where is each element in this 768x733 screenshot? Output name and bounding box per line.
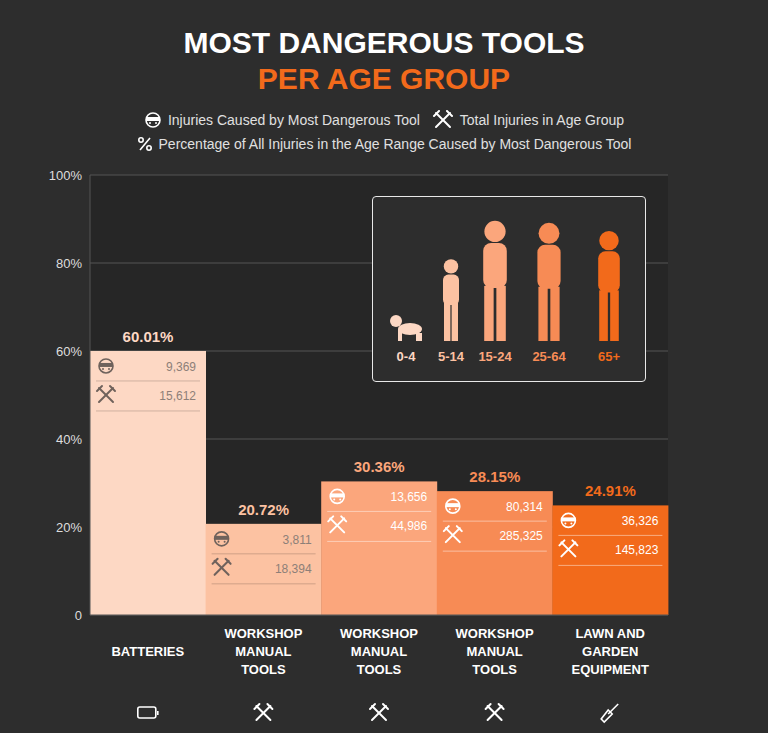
svg-text:20%: 20%: [56, 520, 82, 535]
svg-text:MANUAL: MANUAL: [351, 644, 407, 659]
svg-text:GARDEN: GARDEN: [582, 644, 638, 659]
svg-text:30.36%: 30.36%: [354, 458, 405, 475]
svg-text:285,325: 285,325: [499, 529, 543, 543]
svg-text:145,823: 145,823: [615, 543, 659, 557]
svg-text:9,369: 9,369: [166, 360, 196, 374]
svg-text:3,811: 3,811: [282, 533, 311, 547]
svg-text:TOOLS: TOOLS: [357, 662, 402, 677]
svg-text:0: 0: [75, 608, 82, 623]
html-text:MOST DANGEROUS TOOLS: MOST DANGEROUS TOOLS: [183, 26, 585, 59]
svg-text:BATTERIES: BATTERIES: [111, 644, 184, 659]
html-text:Percentage of All Injuries in: Percentage of All Injuries in the Age Ra…: [158, 136, 632, 152]
svg-text:WORKSHOP: WORKSHOP: [456, 626, 534, 641]
svg-text:15,612: 15,612: [159, 389, 196, 403]
svg-text:40%: 40%: [56, 432, 82, 447]
html-text:PER AGE GROUP: PER AGE GROUP: [257, 62, 511, 95]
svg-text:15-24: 15-24: [478, 349, 512, 364]
svg-text:24.91%: 24.91%: [585, 482, 636, 499]
html-text:Injuries Caused by Most Danger: Injuries Caused by Most Dangerous Tool: [167, 112, 420, 128]
svg-text:20.72%: 20.72%: [238, 501, 289, 518]
svg-text:MANUAL: MANUAL: [466, 644, 522, 659]
svg-text:WORKSHOP: WORKSHOP: [224, 626, 302, 641]
svg-text:80,314: 80,314: [506, 500, 543, 514]
svg-text:60%: 60%: [56, 344, 82, 359]
svg-text:65+: 65+: [598, 349, 620, 364]
svg-text:WORKSHOP: WORKSHOP: [340, 626, 418, 641]
svg-text:TOOLS: TOOLS: [472, 662, 517, 677]
svg-text:25-64: 25-64: [532, 349, 566, 364]
svg-text:18,394: 18,394: [275, 562, 312, 576]
svg-text:13,656: 13,656: [390, 490, 427, 504]
svg-text:EQUIPMENT: EQUIPMENT: [572, 662, 649, 677]
svg-text:44,986: 44,986: [390, 519, 427, 533]
svg-text:60.01%: 60.01%: [123, 328, 174, 345]
svg-text:0-4: 0-4: [397, 349, 417, 364]
svg-text:28.15%: 28.15%: [469, 468, 520, 485]
svg-text:LAWN AND: LAWN AND: [575, 626, 645, 641]
svg-text:TOOLS: TOOLS: [241, 662, 286, 677]
html-text:Total Injuries in Age Group: Total Injuries in Age Group: [459, 112, 624, 128]
svg-text:100%: 100%: [49, 168, 83, 183]
svg-text:36,326: 36,326: [622, 514, 659, 528]
svg-text:80%: 80%: [56, 256, 82, 271]
svg-text:MANUAL: MANUAL: [235, 644, 291, 659]
svg-text:5-14: 5-14: [438, 349, 465, 364]
